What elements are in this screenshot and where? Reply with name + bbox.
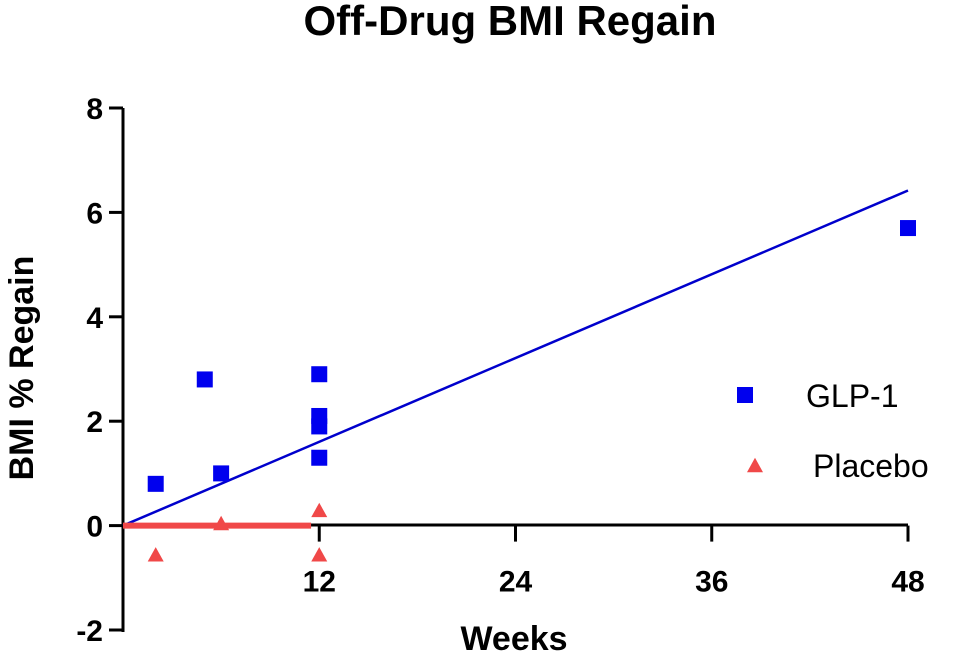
- data-point-glp-1: [311, 449, 328, 466]
- axes: [121, 108, 908, 632]
- data-point-glp-1: [311, 366, 328, 383]
- data-point-glp-1: [213, 465, 230, 482]
- data-point-placebo: [311, 547, 328, 562]
- data-point-placebo: [147, 547, 164, 562]
- data-point-placebo: [311, 502, 328, 518]
- data-points: [147, 220, 916, 562]
- data-point-glp-1: [147, 475, 164, 492]
- data-point-glp-1: [311, 418, 328, 435]
- data-point-glp-1: [196, 371, 213, 388]
- trendline-glp-1: [122, 189, 909, 527]
- y-tick-label: 4: [86, 302, 103, 335]
- y-axis-ticks: -2 0 2 4 6 8: [76, 93, 123, 648]
- legend-label-placebo: Placebo: [813, 448, 929, 484]
- legend-marker-glp-1: [737, 387, 753, 403]
- y-tick-label: -2: [76, 615, 103, 648]
- chart-title: Off-Drug BMI Regain: [304, 0, 717, 44]
- x-axis-ticks: 12 24 36 48: [303, 525, 925, 599]
- x-axis-title: Weeks: [460, 620, 567, 656]
- legend-label-glp-1: GLP-1: [806, 378, 898, 414]
- x-tick-label: 36: [695, 566, 728, 599]
- x-tick-label: 24: [499, 566, 533, 599]
- y-tick-label: 2: [86, 406, 103, 439]
- data-point-placebo: [213, 515, 230, 531]
- legend-marker-placebo: [747, 457, 763, 473]
- trendlines: [122, 189, 909, 529]
- legend: GLP-1 Placebo: [737, 378, 929, 484]
- x-tick-label: 48: [891, 566, 924, 599]
- y-tick-label: 0: [86, 511, 103, 544]
- y-tick-label: 6: [86, 197, 103, 230]
- data-point-glp-1: [900, 220, 916, 237]
- y-tick-label: 8: [86, 93, 103, 126]
- y-axis-title: BMI % Regain: [3, 256, 41, 481]
- x-tick-label: 12: [303, 566, 336, 599]
